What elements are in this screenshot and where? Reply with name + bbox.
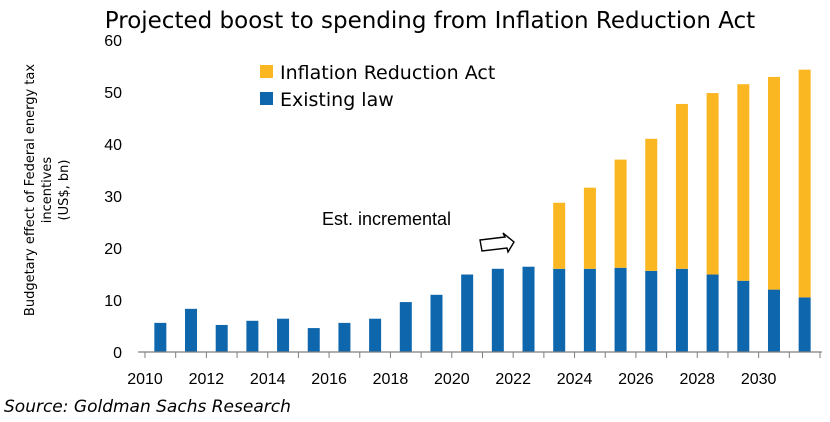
bar-existing-law-2018 [399,302,412,352]
bars [154,69,811,352]
x-tick-label: 2022 [495,371,531,388]
x-axis-ticks: 2010 2012 2014 2016 2018 2020 2022 2024 2026 2028… [127,352,821,388]
y-tick-label: 0 [113,345,122,362]
bar-existing-law-2010 [154,322,167,352]
bar-existing-law-2027 [675,268,688,352]
x-tick-label: 2012 [189,371,225,388]
y-axis-label-line-2: incentives [40,157,55,224]
x-tick-label: 2018 [373,371,409,388]
bar-existing-law-2028 [706,274,719,352]
bar-existing-law-2013 [246,320,259,352]
bar-existing-law-2015 [307,328,320,352]
bar-existing-law-2026 [645,270,658,352]
x-tick-label: 2020 [434,371,470,388]
bar-ira-2025 [614,159,627,268]
bar-ira-2023 [553,202,566,269]
bar-ira-2030 [767,76,780,290]
bar-existing-law-2025 [614,267,627,352]
bar-existing-law-2016 [338,322,351,352]
y-tick-label: 50 [104,85,122,102]
bar-ira-2031 [798,69,811,298]
bar-ira-2028 [706,93,719,275]
y-tick-label: 40 [104,137,122,154]
bar-existing-law-2021 [491,268,504,352]
x-tick-label: 2016 [311,371,347,388]
x-tick-label: 2030 [741,371,777,388]
bar-existing-law-2017 [369,318,382,352]
legend-swatch-ira [260,65,273,78]
bar-existing-law-2020 [461,274,474,352]
annotation-arrow-icon [479,232,515,254]
bar-existing-law-2031 [798,297,811,352]
y-tick-label: 30 [104,189,122,206]
bar-existing-law-2024 [583,268,596,352]
x-tick-label: 2010 [127,371,163,388]
legend-label-existing: Existing law [280,89,394,111]
bar-existing-law-2030 [767,289,780,352]
bar-existing-law-2014 [277,318,290,352]
y-axis-label-line-3: (US$, bn) [57,160,72,221]
bar-existing-law-2019 [430,294,443,352]
y-tick-label: 60 [104,33,122,50]
y-axis-label: Budgetary effect of Federal energy tax i… [23,64,72,316]
bar-ira-2024 [583,187,596,269]
chart-title: Projected boost to spending from Inflati… [105,8,755,34]
bar-ira-2029 [737,84,750,281]
source-note: Source: Goldman Sachs Research [4,397,291,417]
y-tick-label: 20 [104,241,122,258]
x-tick-label: 2026 [618,371,654,388]
bar-ira-2027 [675,103,688,269]
annotation-text: Est. incremental [322,209,451,229]
bar-existing-law-2012 [215,324,228,352]
x-tick-label: 2024 [557,371,593,388]
bar-ira-2026 [645,138,658,271]
bar-existing-law-2011 [185,308,198,352]
bar-existing-law-2022 [522,266,535,352]
legend: Inflation Reduction Act Existing law [260,62,495,111]
x-tick-label: 2014 [250,371,286,388]
y-axis-ticks: 0 10 20 30 40 50 60 [104,33,122,362]
legend-label-ira: Inflation Reduction Act [280,62,495,84]
bar-existing-law-2029 [737,280,750,352]
legend-swatch-existing [260,92,273,105]
x-tick-label: 2028 [679,371,715,388]
bar-existing-law-2023 [553,268,566,352]
y-axis-label-line-1: Budgetary effect of Federal energy tax [23,64,38,316]
y-tick-label: 10 [104,293,122,310]
